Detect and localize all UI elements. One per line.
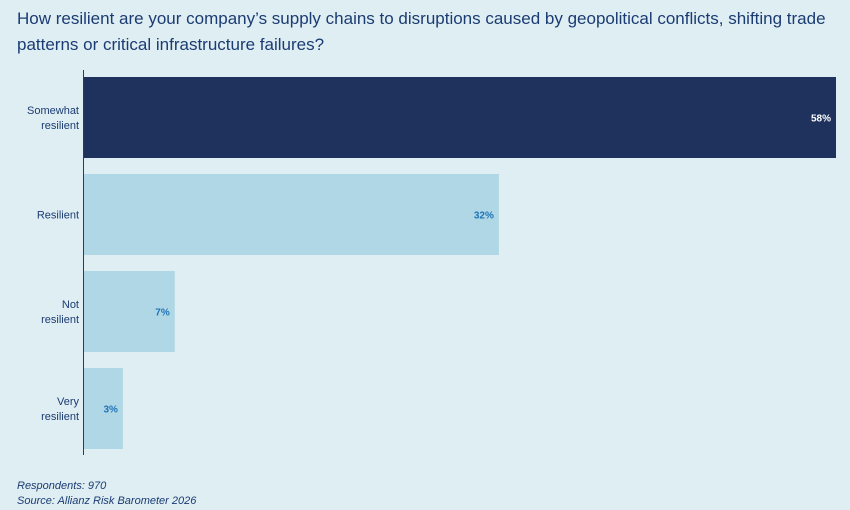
category-label-2: Not resilient xyxy=(41,299,79,326)
category-label-1: Resilient xyxy=(37,210,79,222)
value-label-1: 32% xyxy=(474,211,494,222)
category-label-0: Somewhat resilient xyxy=(27,105,79,132)
bar-3 xyxy=(84,368,123,449)
chart-footer: Respondents: 970 Source: Allianz Risk Ba… xyxy=(17,479,196,509)
category-label-line: Resilient xyxy=(37,210,79,222)
category-label-line: resilient xyxy=(41,314,79,326)
chart-title: How resilient are your company’s supply … xyxy=(17,9,826,54)
category-label-line: resilient xyxy=(41,120,79,132)
value-label-3: 3% xyxy=(103,405,118,416)
category-label-line: Somewhat xyxy=(27,105,79,117)
bar-chart: 58% Somewhat resilient 32% Resilient 7% Not res… xyxy=(27,70,836,455)
category-label-line: Very xyxy=(57,396,80,408)
category-label-line: Not xyxy=(62,299,79,311)
bar-1 xyxy=(84,174,499,255)
category-label-line: resilient xyxy=(41,411,79,423)
value-label-2: 7% xyxy=(155,308,170,319)
bar-0 xyxy=(84,77,836,158)
bars-layer: 58% Somewhat resilient 32% Resilient 7% Not res… xyxy=(27,77,836,449)
source-note: Source: Allianz Risk Barometer 2026 xyxy=(17,495,197,507)
bar-2 xyxy=(84,271,175,352)
respondents-note: Respondents: 970 xyxy=(17,480,107,492)
value-label-0: 58% xyxy=(811,114,831,125)
category-label-3: Very resilient xyxy=(41,396,79,423)
